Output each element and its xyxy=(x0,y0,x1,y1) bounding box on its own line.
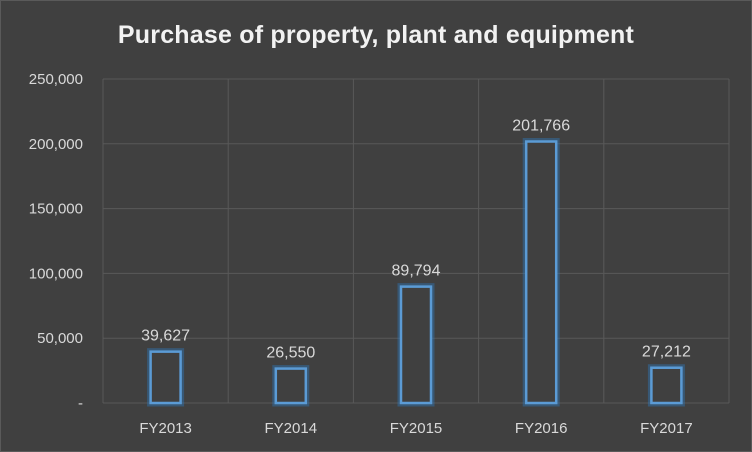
data-label: 39,627 xyxy=(141,328,190,345)
chart-title: Purchase of property, plant and equipmen… xyxy=(117,21,635,49)
y-tick-label: 150,000 xyxy=(29,201,83,218)
data-label: 27,212 xyxy=(642,344,691,361)
y-tick-label: 200,000 xyxy=(29,136,83,153)
x-tick-label: FY2015 xyxy=(390,420,443,437)
data-label: 89,794 xyxy=(392,263,441,280)
x-tick-label: FY2017 xyxy=(640,420,693,437)
x-tick-label: FY2013 xyxy=(139,420,192,437)
y-tick-label: 50,000 xyxy=(37,330,83,347)
data-label: 26,550 xyxy=(266,345,315,362)
x-tick-label: FY2016 xyxy=(515,420,568,437)
bar-fy2016[interactable] xyxy=(524,140,558,405)
y-tick-label: 100,000 xyxy=(29,265,83,282)
bar-fy2014[interactable] xyxy=(274,367,308,405)
data-label: 201,766 xyxy=(512,118,570,135)
y-tick-label: - xyxy=(78,395,83,412)
bar-fy2017[interactable] xyxy=(650,366,683,405)
bar-fy2013[interactable] xyxy=(149,350,182,405)
x-tick-label: FY2014 xyxy=(265,420,318,437)
bar-fy2015[interactable] xyxy=(399,285,433,405)
y-tick-label: 250,000 xyxy=(29,71,83,88)
